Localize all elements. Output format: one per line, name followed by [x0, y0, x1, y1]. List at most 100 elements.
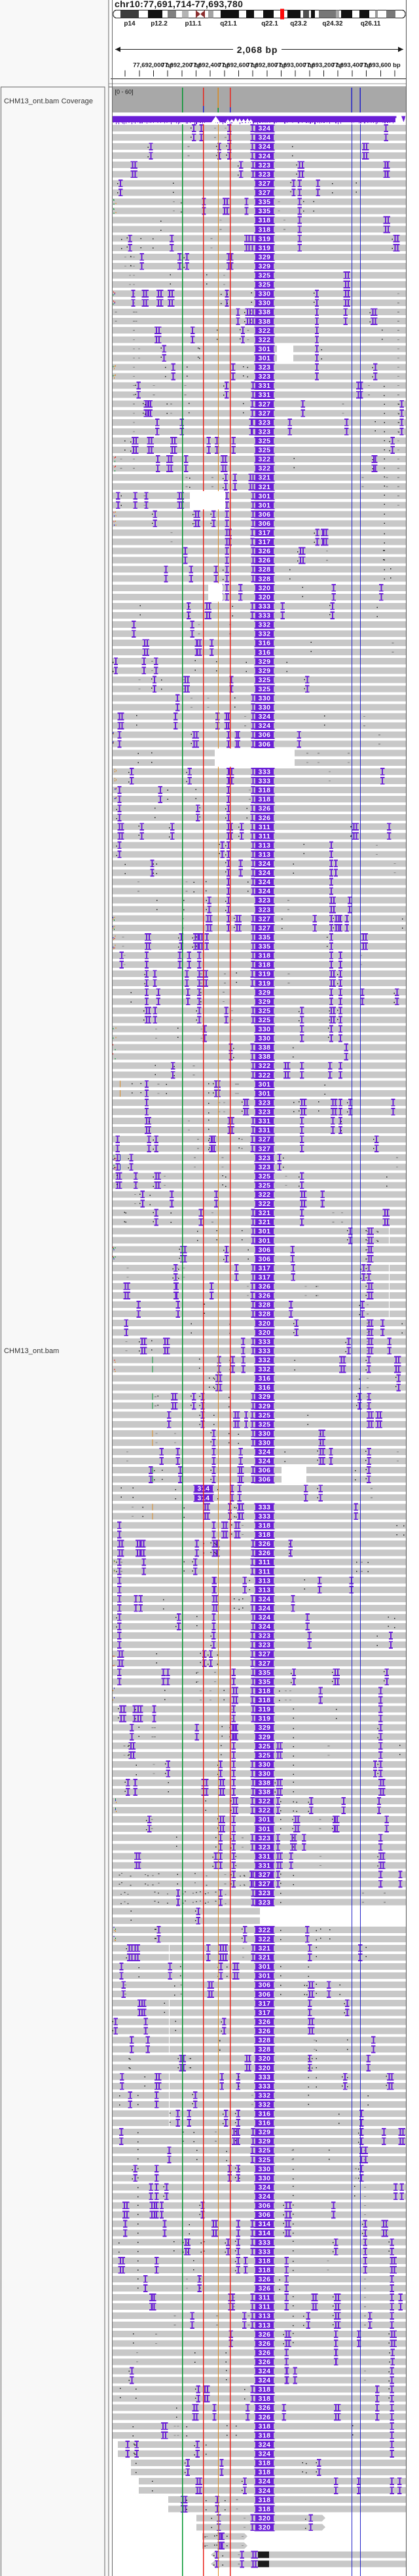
svg-text:77,692,000 bp: 77,692,000 bp — [133, 62, 173, 69]
svg-text:313: 313 — [258, 1577, 270, 1585]
svg-text:324: 324 — [258, 125, 270, 133]
svg-text:325: 325 — [258, 1742, 270, 1750]
svg-text:326: 326 — [258, 1283, 270, 1291]
svg-text:330: 330 — [258, 1760, 270, 1768]
svg-text:322: 322 — [258, 1191, 270, 1199]
svg-text:325: 325 — [258, 437, 270, 445]
svg-text:320: 320 — [258, 2055, 270, 2063]
svg-text:p11.1: p11.1 — [185, 20, 201, 27]
svg-text:chr10:77,691,714-77,693,780: chr10:77,691,714-77,693,780 — [115, 0, 243, 9]
svg-text:306: 306 — [258, 731, 270, 739]
svg-text:320: 320 — [258, 584, 270, 592]
svg-text:327: 327 — [258, 180, 270, 188]
svg-text:2,068 bp: 2,068 bp — [237, 44, 278, 55]
svg-text:316: 316 — [258, 2110, 270, 2118]
svg-text:324: 324 — [258, 1614, 270, 1622]
svg-text:328: 328 — [258, 566, 270, 574]
svg-text:325: 325 — [258, 271, 270, 279]
svg-text:328: 328 — [258, 1301, 270, 1309]
svg-text:CHM13_ont.bam Coverage: CHM13_ont.bam Coverage — [4, 97, 93, 105]
svg-text:318: 318 — [258, 2496, 270, 2504]
svg-text:q23.2: q23.2 — [290, 20, 307, 27]
svg-text:326: 326 — [258, 2404, 270, 2412]
svg-text:317: 317 — [258, 529, 270, 537]
svg-text:326: 326 — [258, 805, 270, 813]
svg-text:325: 325 — [258, 676, 270, 684]
svg-text:323: 323 — [258, 1889, 270, 1897]
svg-text:335: 335 — [258, 198, 270, 206]
svg-text:333: 333 — [258, 1338, 270, 1346]
svg-text:77,693,400 bp: 77,693,400 bp — [332, 62, 373, 69]
svg-text:318: 318 — [258, 2257, 270, 2265]
svg-text:318: 318 — [258, 216, 270, 224]
svg-text:313: 313 — [258, 2312, 270, 2320]
svg-text:322: 322 — [258, 1062, 270, 1070]
svg-text:321: 321 — [258, 1944, 270, 1952]
svg-text:322: 322 — [258, 1926, 270, 1934]
svg-text:324: 324 — [258, 713, 270, 721]
svg-text:321: 321 — [258, 1209, 270, 1217]
svg-text:333: 333 — [258, 602, 270, 610]
svg-text:331: 331 — [258, 1853, 270, 1861]
svg-text:332: 332 — [258, 2091, 270, 2099]
svg-text:338: 338 — [258, 1044, 270, 1052]
svg-text:301: 301 — [258, 1080, 270, 1088]
svg-text:p14: p14 — [124, 20, 136, 27]
svg-text:306: 306 — [258, 511, 270, 519]
svg-text:323: 323 — [258, 1834, 270, 1842]
svg-text:326: 326 — [258, 2331, 270, 2339]
svg-text:322: 322 — [258, 327, 270, 335]
svg-text:317: 317 — [258, 1264, 270, 1272]
svg-text:301: 301 — [258, 345, 270, 353]
svg-text:301: 301 — [258, 1228, 270, 1235]
svg-text:p12.2: p12.2 — [151, 20, 168, 27]
svg-text:329: 329 — [258, 1724, 270, 1732]
svg-text:318: 318 — [258, 2460, 270, 2467]
svg-text:333: 333 — [258, 1503, 270, 1511]
svg-text:306: 306 — [258, 2202, 270, 2210]
svg-text:329: 329 — [258, 2129, 270, 2137]
svg-text:326: 326 — [258, 2349, 270, 2357]
svg-text:77,693,200 bp: 77,693,200 bp — [303, 62, 344, 69]
svg-text:CHM13_ont.bam: CHM13_ont.bam — [4, 1347, 59, 1355]
svg-text:77,693,600 bp: 77,693,600 bp — [360, 62, 401, 69]
svg-text:323: 323 — [258, 1099, 270, 1107]
svg-text:[0 - 60]: [0 - 60] — [115, 89, 134, 95]
svg-text:311: 311 — [259, 823, 270, 831]
svg-text:321: 321 — [258, 474, 270, 482]
svg-text:326: 326 — [258, 2018, 270, 2026]
svg-text:335: 335 — [258, 1669, 270, 1677]
svg-text:322: 322 — [258, 456, 270, 464]
svg-text:324: 324 — [258, 2367, 270, 2375]
svg-text:319: 319 — [258, 235, 270, 243]
svg-text:327: 327 — [258, 1136, 270, 1144]
svg-text:320: 320 — [258, 2515, 270, 2522]
svg-text:327: 327 — [258, 915, 270, 923]
svg-text:318: 318 — [258, 2386, 270, 2394]
svg-text:320: 320 — [258, 1320, 270, 1328]
svg-text:q24.32: q24.32 — [322, 20, 343, 27]
svg-text:306: 306 — [258, 1982, 270, 1989]
svg-text:313: 313 — [258, 842, 270, 850]
svg-text:301: 301 — [258, 1816, 270, 1824]
svg-text:301: 301 — [258, 492, 270, 500]
svg-text:329: 329 — [258, 1393, 270, 1401]
svg-text:327: 327 — [258, 400, 270, 408]
svg-text:324: 324 — [258, 1449, 270, 1456]
svg-text:330: 330 — [258, 1430, 270, 1437]
svg-text:316: 316 — [258, 1375, 270, 1382]
svg-text:324: 324 — [258, 143, 270, 151]
svg-text:316: 316 — [258, 640, 270, 647]
svg-text:311: 311 — [259, 2294, 270, 2302]
svg-text:q26.11: q26.11 — [361, 20, 381, 27]
svg-text:329: 329 — [258, 658, 270, 666]
svg-text:326: 326 — [258, 1540, 270, 1548]
svg-text:319: 319 — [258, 970, 270, 978]
svg-text:324: 324 — [258, 860, 270, 868]
svg-text:338: 338 — [258, 1779, 270, 1787]
svg-text:317: 317 — [258, 2000, 270, 2008]
svg-text:326: 326 — [258, 547, 270, 555]
svg-text:318: 318 — [258, 1687, 270, 1695]
svg-text:329: 329 — [258, 253, 270, 261]
svg-text:325: 325 — [258, 2147, 270, 2155]
